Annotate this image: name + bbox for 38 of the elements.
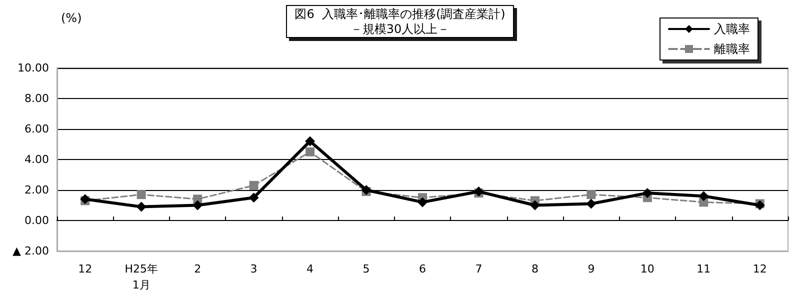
x-tick-label: 6 [419, 262, 426, 276]
x-tick-label: 9 [588, 262, 595, 276]
x-tick-label: 5 [362, 262, 370, 276]
x-tick-label: 10 [640, 262, 654, 276]
x-tick-label: 12 [752, 262, 767, 276]
y-tick-label: 4.00 [24, 153, 49, 166]
x-tick-label: 12 [78, 262, 92, 276]
y-tick-label: 6.00 [24, 122, 49, 136]
x-tick-label: 3 [250, 262, 258, 276]
x-tick-label: H25年 1月 [124, 262, 158, 292]
point [306, 147, 315, 156]
x-tick-label: 7 [475, 262, 482, 276]
x-tick-label: 8 [531, 262, 538, 276]
x-tick-label: 4 [306, 262, 314, 276]
point [192, 200, 203, 210]
chart-subtitle: －規模30人以上－ [350, 22, 450, 36]
point [586, 198, 596, 209]
y-tick-label: 2.00 [24, 184, 49, 196]
chart-title: 図6 入職率･離職率の推移(調査産業計) [294, 7, 506, 21]
point [698, 191, 709, 202]
x-tick-label: 2 [194, 262, 202, 276]
point [305, 136, 316, 146]
point [248, 192, 259, 203]
point [530, 200, 540, 210]
y-tick-label: 10.00 [18, 62, 49, 74]
point [418, 197, 428, 208]
x-tick-label: 11 [696, 262, 711, 276]
legend-label: 離職率 [714, 42, 750, 56]
point [136, 190, 146, 200]
point [136, 202, 146, 212]
y-tick-label: ▲ 2.00 [12, 244, 49, 258]
point [586, 190, 596, 200]
point [642, 188, 652, 198]
y-axis-title: (%) [61, 11, 82, 25]
legend-label: 入職率 [714, 22, 750, 36]
point [249, 180, 258, 190]
y-tick-label: 0.00 [24, 214, 49, 227]
y-tick-label: 8.00 [24, 92, 49, 105]
